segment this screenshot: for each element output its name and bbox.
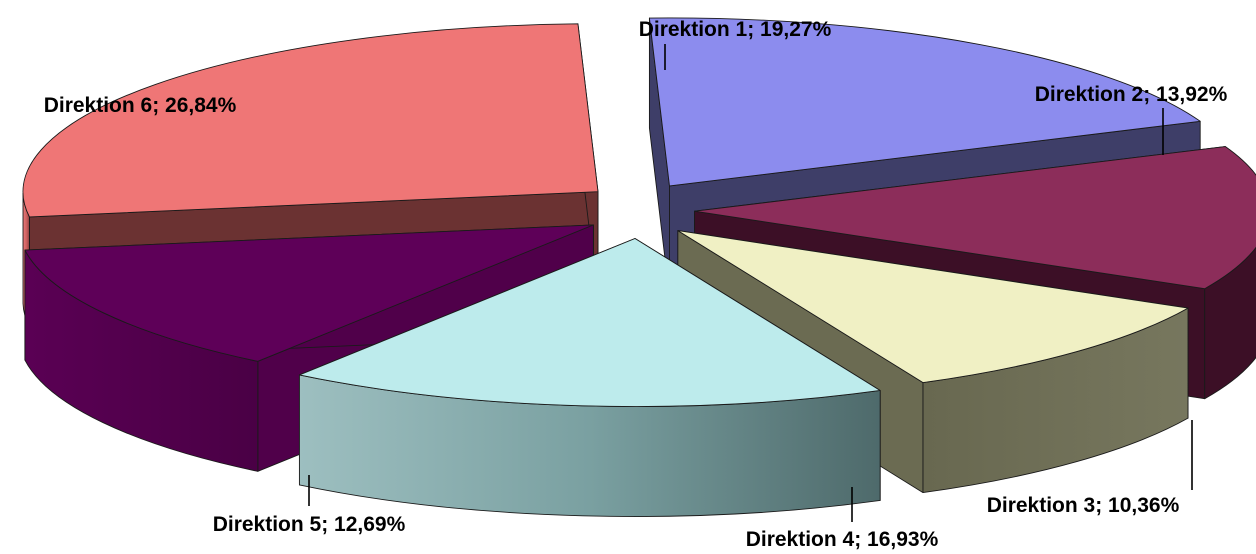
data-label-5: Direktion 5; 12,69% bbox=[213, 513, 406, 536]
pie-slice-5-top bbox=[24, 224, 594, 362]
pie-slice-3-top bbox=[677, 230, 1189, 384]
pie-slice-2-outer-wall bbox=[1204, 246, 1256, 400]
slices-layer bbox=[22, 17, 1256, 517]
data-label-6: Direktion 6; 26,84% bbox=[44, 94, 237, 117]
pie-slice-2-top bbox=[694, 146, 1256, 290]
data-label-3: Direktion 3; 10,36% bbox=[987, 494, 1180, 517]
data-label-4: Direktion 4; 16,93% bbox=[746, 528, 939, 551]
pie-slice-4-top bbox=[298, 238, 881, 407]
data-label-2: Direktion 2; 13,92% bbox=[1035, 83, 1228, 106]
pie-slice-6-top bbox=[22, 23, 599, 218]
pie-slice-3 bbox=[677, 230, 1189, 494]
labels-layer: Direktion 1; 19,27% Direktion 2; 13,92% Di… bbox=[44, 18, 1228, 551]
pie-slice-4 bbox=[298, 238, 881, 517]
pie-slice-1-top bbox=[648, 17, 1201, 187]
data-label-1: Direktion 1; 19,27% bbox=[639, 18, 832, 41]
